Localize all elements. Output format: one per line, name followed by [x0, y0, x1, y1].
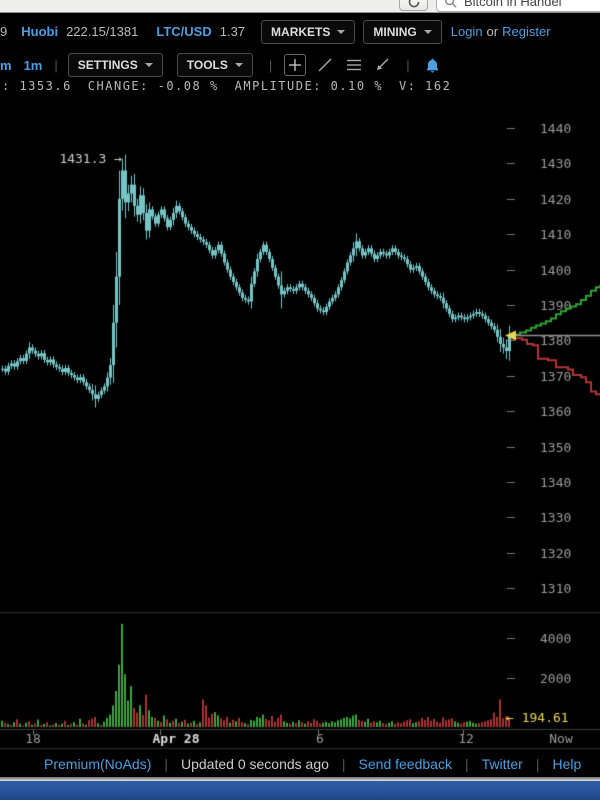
or-text: or	[486, 24, 499, 39]
browser-chrome: Bitcoin in Handel	[0, 0, 600, 13]
markets-menu-button[interactable]: MARKETS	[261, 19, 356, 44]
settings-menu-label: SETTINGS	[77, 58, 138, 72]
site-header: 9 Huobi 222.15/1381 LTC/USD 1.37 MARKETS…	[0, 13, 600, 50]
ray-tool-button[interactable]	[371, 54, 393, 76]
horizontal-lines-icon	[347, 59, 362, 71]
reload-icon	[408, 0, 419, 8]
separator: |	[464, 755, 469, 772]
bell-icon	[427, 58, 439, 73]
search-icon	[444, 0, 457, 8]
price-chart-canvas[interactable]	[0, 98, 600, 750]
search-text: Bitcoin in Handel	[464, 0, 562, 9]
chart-toolbar: m 1m | SETTINGS TOOLS | |	[0, 50, 600, 80]
separator: |	[268, 57, 273, 73]
settings-menu-button[interactable]: SETTINGS	[67, 53, 163, 77]
separator: |	[341, 755, 346, 772]
separator: |	[164, 755, 168, 772]
premium-link[interactable]: Premium(NoAds)	[44, 755, 152, 772]
status-volume: V: 162	[399, 79, 452, 93]
caret-down-icon	[234, 63, 243, 67]
status-close: : 1353.6	[2, 79, 72, 93]
crosshair-tool-button[interactable]	[284, 54, 307, 76]
browser-search-input[interactable]: Bitcoin in Handel	[436, 0, 600, 12]
desktop-background-strip	[0, 781, 600, 800]
status-change: CHANGE: -0.08 %	[87, 79, 219, 93]
separator: |	[406, 57, 410, 73]
exchange-link-huobi[interactable]: Huobi	[21, 24, 59, 39]
separator: |	[54, 57, 58, 73]
exchange-stats: 222.15/1381	[66, 24, 139, 39]
window-bottom-edge	[0, 777, 600, 781]
interval-1m-button[interactable]: 1m	[23, 57, 43, 73]
updated-text: Updated 0 seconds ago	[181, 755, 329, 772]
help-link[interactable]: Help	[552, 755, 582, 772]
ray-arrow-icon	[377, 58, 389, 70]
alerts-bell-button[interactable]	[422, 54, 444, 76]
browser-reload-button[interactable]	[399, 0, 428, 11]
ticker-partial: 9	[0, 24, 8, 39]
pair-link-ltcusd[interactable]: LTC/USD	[156, 24, 212, 39]
caret-down-icon	[337, 29, 346, 34]
mining-menu-label: MINING	[373, 24, 417, 39]
crosshair-icon	[289, 59, 302, 71]
pair-value: 1.37	[219, 24, 246, 39]
tools-menu-label: TOOLS	[186, 58, 228, 72]
register-link[interactable]: Register	[502, 24, 551, 39]
trendline-tool-button[interactable]	[314, 54, 336, 76]
tools-menu-button[interactable]: TOOLS	[176, 53, 253, 77]
separator: |	[535, 755, 540, 772]
trendline-icon	[318, 58, 332, 72]
markets-menu-label: MARKETS	[271, 24, 331, 39]
interval-partial[interactable]: m	[0, 57, 12, 73]
send-feedback-link[interactable]: Send feedback	[358, 755, 452, 772]
mining-menu-button[interactable]: MINING	[363, 19, 442, 44]
caret-down-icon	[144, 63, 153, 67]
ohlc-status-bar: : 1353.6 CHANGE: -0.08 % AMPLITUDE: 0.10…	[0, 79, 600, 97]
page-footer: Premium(NoAds) | Updated 0 seconds ago |…	[0, 750, 600, 777]
status-amplitude: AMPLITUDE: 0.10 %	[234, 79, 383, 93]
horizontal-lines-tool-button[interactable]	[343, 54, 365, 76]
twitter-link[interactable]: Twitter	[481, 755, 523, 772]
caret-down-icon	[423, 29, 432, 34]
login-link[interactable]: Login	[450, 24, 483, 39]
